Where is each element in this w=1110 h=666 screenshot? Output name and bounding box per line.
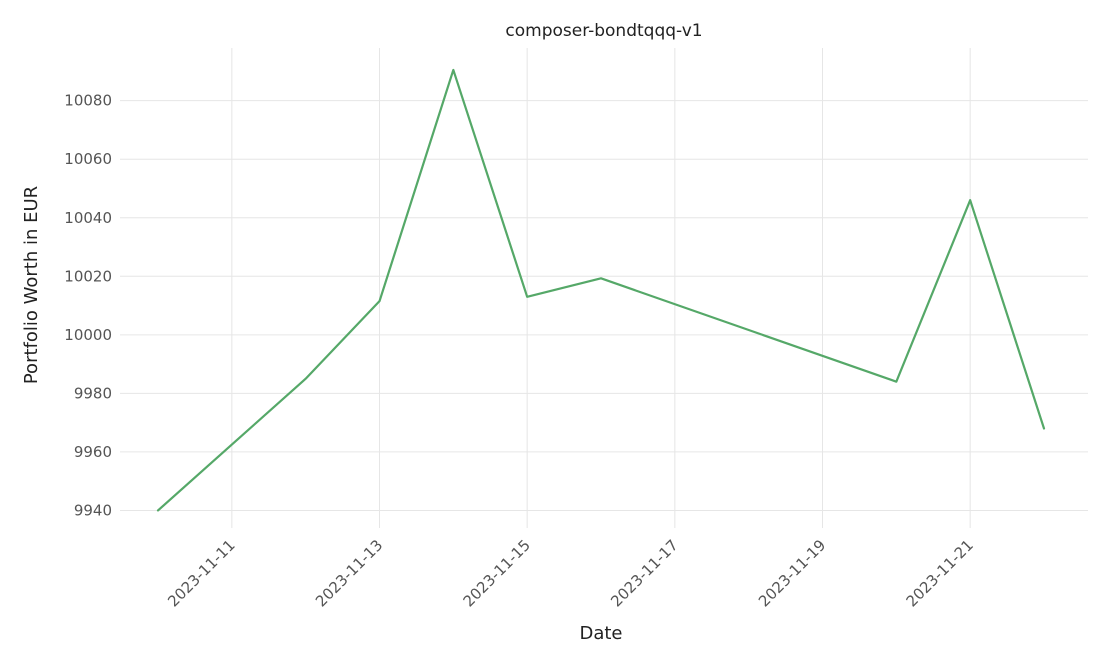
series-layer	[156, 68, 1046, 512]
x-tick-label: 2023-11-17	[607, 536, 681, 610]
y-tick-label: 9960	[74, 443, 112, 461]
x-gridlines	[231, 48, 971, 528]
y-tick-label: 10000	[64, 326, 112, 344]
y-tick-label: 10060	[64, 150, 112, 168]
series-line	[156, 68, 1046, 512]
y-tick-labels: 9940 9960 9980 10000 10020 10040 10060 10080	[64, 92, 112, 520]
y-tick-label: 10040	[64, 209, 112, 227]
x-tick-label: 2023-11-11	[164, 536, 238, 610]
x-tick-label: 2023-11-21	[903, 536, 977, 610]
y-axis-title: Portfolio Worth in EUR	[21, 186, 42, 384]
x-tick-label: 2023-11-15	[460, 536, 534, 610]
y-gridlines	[120, 100, 1088, 511]
x-tick-label: 2023-11-13	[312, 536, 386, 610]
y-tick-label: 9980	[74, 384, 112, 402]
x-tick-label: 2023-11-19	[755, 536, 829, 610]
y-tick-label: 10020	[64, 267, 112, 285]
y-tick-label: 9940	[74, 501, 112, 519]
x-axis-title: Date	[579, 623, 622, 644]
y-tick-label: 10080	[64, 92, 112, 110]
x-tick-labels: 2023-11-11 2023-11-13 2023-11-15 2023-11-17…	[164, 536, 977, 610]
chart-title: composer-bondtqqq-v1	[505, 21, 702, 41]
